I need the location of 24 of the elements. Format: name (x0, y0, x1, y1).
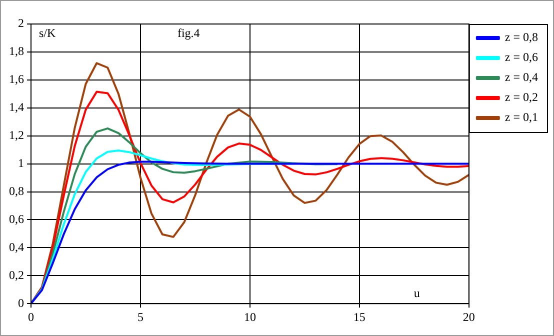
y-tick-label: 0,6 (9, 212, 24, 226)
x-tick-label: 0 (28, 310, 34, 324)
x-tick-label: 20 (462, 310, 475, 324)
legend-label: z = 0,4 (504, 70, 538, 84)
x-tick-label: 5 (137, 310, 144, 324)
legend-label: z = 0,6 (504, 50, 538, 64)
y-tick-label: 0,2 (9, 268, 24, 282)
x-axis-title: u (414, 286, 420, 300)
y-tick-label: 2 (18, 16, 24, 30)
legend-label: z = 0,8 (504, 30, 538, 44)
y-tick-label: 0,8 (9, 184, 24, 198)
y-tick-label: 1,4 (9, 100, 24, 114)
x-tick-label: 15 (353, 310, 366, 324)
y-tick-label: 0,4 (9, 240, 24, 254)
y-axis-title: s/K (39, 26, 56, 40)
y-tick-label: 1,2 (9, 128, 24, 142)
y-tick-label: 1 (18, 156, 24, 170)
legend-label: z = 0,2 (504, 90, 538, 104)
y-tick-label: 1,8 (9, 44, 24, 58)
x-tick-label: 10 (244, 310, 256, 324)
y-tick-label: 0 (18, 296, 24, 310)
chart-title: fig.4 (177, 26, 200, 40)
legend-label: z = 0,1 (504, 110, 538, 124)
y-tick-label: 1,6 (9, 72, 24, 86)
